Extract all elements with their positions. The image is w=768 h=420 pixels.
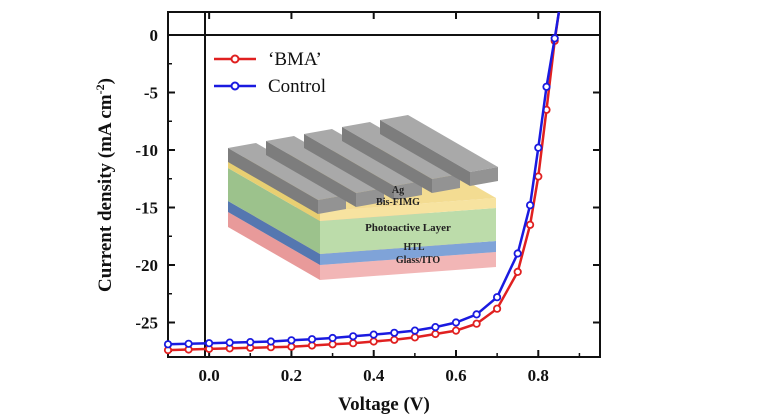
data-point-bma: [369, 337, 378, 346]
ag-finger-top: [266, 136, 384, 193]
data-point-control: [525, 201, 535, 210]
ag-finger-end: [318, 195, 346, 214]
ag-finger-face: [342, 127, 432, 193]
data-point-bma: [410, 333, 419, 342]
ag-finger-face: [266, 141, 356, 207]
legend-marker-control: [230, 81, 240, 91]
ag-finger: [266, 136, 384, 207]
y-tick-label: -20: [135, 256, 158, 275]
ag-finger-end: [470, 167, 498, 186]
x-tick-label: 0.6: [445, 366, 466, 385]
device-schematic-inset: Ag Bis-FIMG Photoactive Layer HTL Glass/…: [228, 115, 498, 280]
x-tick-label: 0.8: [528, 366, 549, 385]
ag-electrode-fingers: [228, 115, 498, 214]
ag-finger: [380, 115, 498, 186]
ag-finger-end: [356, 188, 384, 207]
ag-finger-top: [380, 115, 498, 172]
data-point-control: [205, 339, 214, 348]
data-point-control: [534, 143, 543, 152]
x-tick-label: 0.2: [281, 366, 302, 385]
layer-photoactive-face: [228, 168, 320, 254]
ag-finger: [304, 129, 422, 200]
data-point-control: [390, 328, 399, 337]
ag-finger: [342, 122, 460, 193]
ag-finger-end: [394, 181, 422, 200]
data-point-control: [307, 335, 317, 344]
x-tick-label: 0.0: [199, 366, 220, 385]
data-point-control: [328, 333, 337, 343]
y-tick-label: -25: [135, 314, 158, 333]
data-point-bma: [492, 304, 502, 313]
data-point-bma: [431, 329, 440, 339]
ag-finger-top: [342, 122, 460, 179]
data-point-control: [266, 337, 275, 346]
layer-htl-face: [228, 201, 320, 265]
data-point-bma: [534, 172, 543, 181]
y-tick-label: -5: [144, 84, 158, 103]
data-point-control: [348, 332, 358, 341]
data-point-bma: [287, 342, 296, 351]
data-point-control: [542, 82, 551, 91]
inset-label-photoactive: Photoactive Layer: [365, 222, 451, 234]
x-axis-label: Voltage (V): [338, 394, 430, 415]
inset-label-htl: HTL: [403, 242, 424, 253]
data-point-control: [550, 34, 559, 43]
ag-finger-end: [432, 174, 460, 193]
ag-finger-top: [228, 143, 346, 200]
data-point-bma: [451, 326, 461, 335]
data-point-bma: [472, 319, 481, 328]
data-point-control: [287, 336, 296, 345]
plot-frame: [167, 11, 601, 358]
inset-label-bisfimg: Bis-FIMG: [376, 197, 420, 208]
legend: ‘BMA’ Control: [214, 49, 326, 97]
y-tick-label: -15: [135, 199, 158, 218]
inset-label-ag: Ag: [392, 185, 404, 196]
y-axis-label: Current density (mA cm-2): [93, 78, 116, 292]
x-tick-label: 0.4: [363, 366, 385, 385]
data-point-control: [369, 330, 378, 339]
data-point-control: [184, 339, 193, 348]
data-point-control: [163, 340, 173, 349]
ag-finger-face: [380, 120, 470, 186]
y-tick-labels: 0 -5 -10 -15 -20 -25: [135, 26, 158, 333]
data-point-control: [410, 326, 419, 335]
data-point-bma: [525, 220, 535, 229]
series-layer: [163, 11, 561, 355]
legend-label-control: Control: [268, 76, 326, 97]
layer-photoactive-side: [320, 208, 496, 254]
data-point-bma: [348, 339, 358, 348]
data-point-control: [513, 249, 522, 258]
data-point-control: [225, 338, 234, 347]
x-tick-labels: 0.0 0.2 0.4 0.6 0.8: [199, 366, 549, 385]
ag-finger-face: [228, 148, 318, 214]
data-point-bma: [513, 267, 522, 276]
ag-finger: [228, 143, 346, 214]
layer-bisfimg-side: [320, 198, 496, 221]
data-point-control: [451, 318, 461, 327]
legend-marker-bma: [230, 54, 240, 64]
data-point-control: [431, 322, 440, 332]
layer-htl-side: [320, 241, 496, 265]
legend-label-bma: ‘BMA’: [268, 49, 322, 70]
layer-glass-ito-face: [228, 212, 320, 280]
axis-ticks: [168, 12, 600, 357]
data-point-control: [492, 293, 502, 302]
data-point-bma: [390, 335, 399, 344]
layer-glass-ito-side: [320, 252, 496, 280]
data-point-control: [246, 337, 255, 347]
data-point-control: [472, 310, 481, 319]
y-tick-label: 0: [150, 26, 159, 45]
ag-finger-top: [304, 129, 422, 186]
ag-finger-face: [304, 134, 394, 200]
inset-label-glass-ito: Glass/ITO: [396, 255, 440, 266]
y-tick-label: -10: [135, 141, 158, 160]
